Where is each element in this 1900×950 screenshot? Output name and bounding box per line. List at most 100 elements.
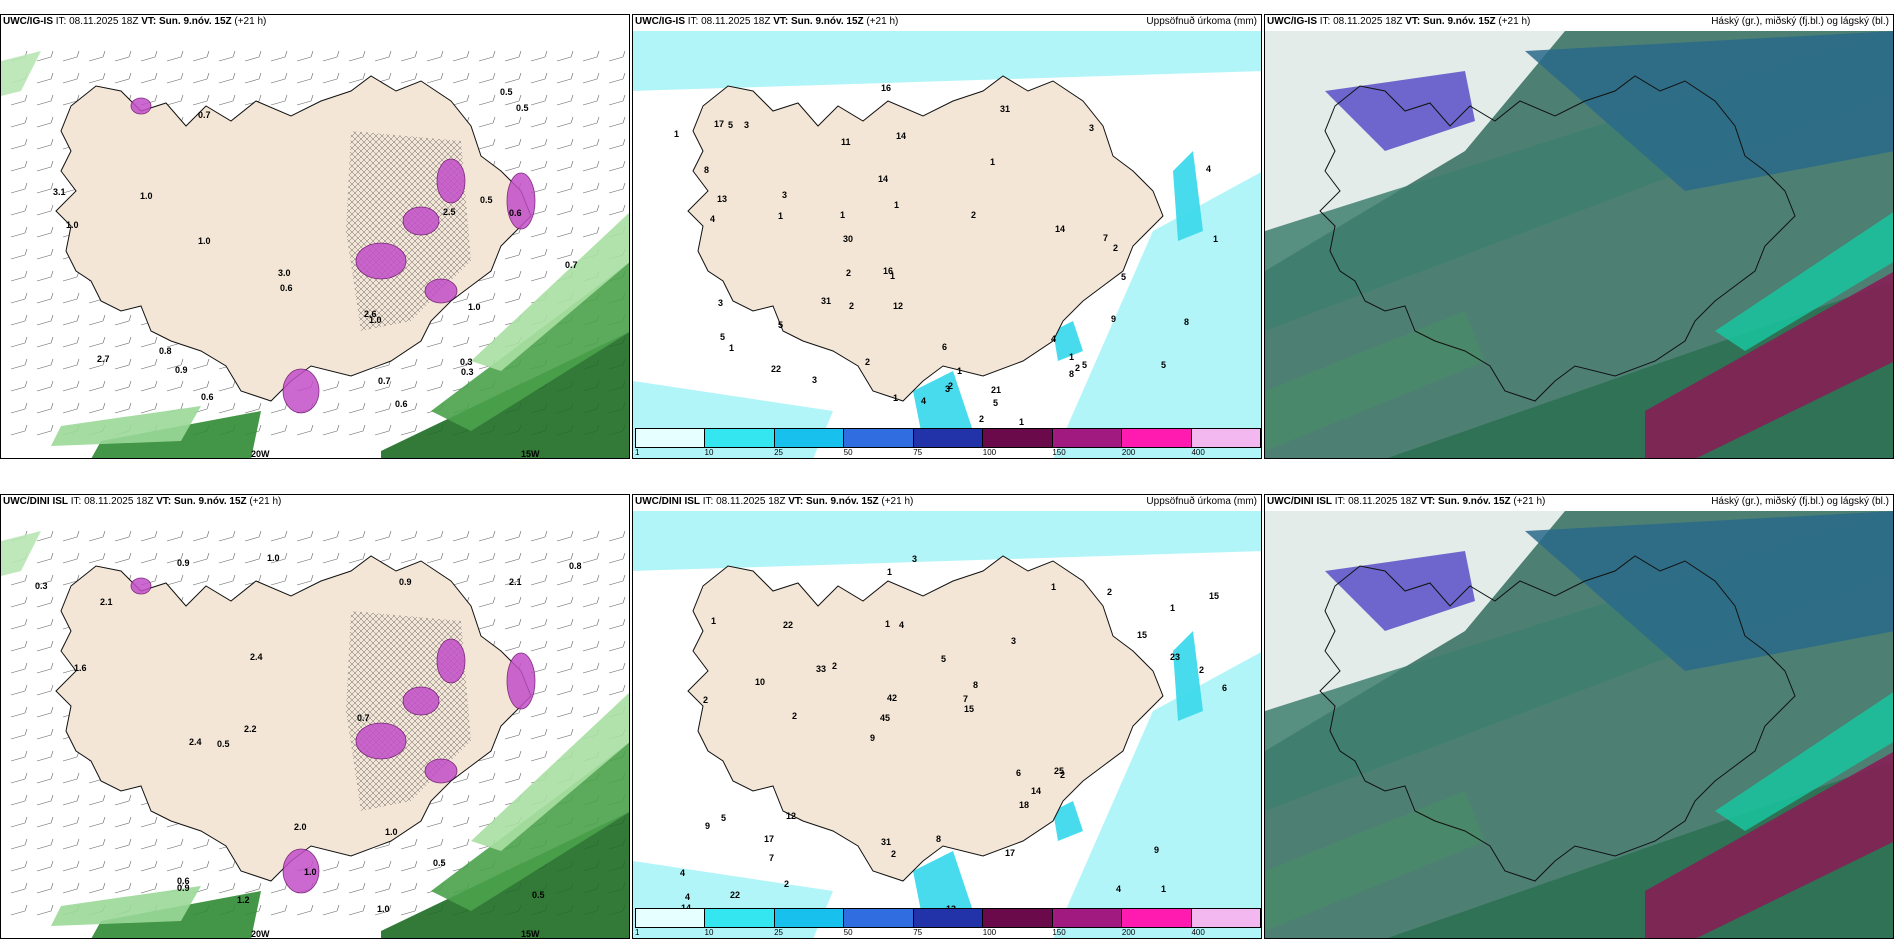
wind-barb (10, 844, 26, 850)
colorbar-tick: 200 (1121, 928, 1136, 937)
wind-barb (608, 602, 624, 608)
map-value-label: 12 (786, 811, 796, 821)
wind-barb (492, 292, 496, 300)
wind-barb (180, 552, 184, 560)
wind-barb (556, 144, 572, 150)
snow-shading (431, 262, 629, 431)
wind-barb (154, 50, 158, 58)
wind-barb (36, 188, 52, 194)
wind-barb (400, 386, 416, 392)
wind-barb (582, 166, 598, 172)
wind-barb (50, 860, 54, 868)
wind-barb (466, 772, 470, 780)
map-value-label: 0.5 (433, 858, 446, 868)
wind-barb (570, 138, 574, 146)
wind-barb (362, 424, 366, 432)
wind-barb (530, 602, 546, 608)
wind-barb (582, 712, 598, 718)
precip-shading (913, 371, 973, 441)
map-value-label: 5 (1121, 272, 1126, 282)
snow-depth-patch (402, 686, 440, 716)
wind-barb (414, 72, 418, 80)
wind-barb (322, 866, 338, 872)
wind-barb (582, 624, 598, 630)
wind-barb (258, 72, 262, 80)
wind-barb (296, 580, 312, 586)
wind-barb (24, 816, 28, 824)
wind-barb (76, 292, 80, 300)
wind-barb (102, 402, 106, 410)
wind-barb (504, 646, 520, 652)
wind-barb (258, 94, 262, 102)
wind-barb (622, 596, 626, 604)
wind-barb (36, 910, 52, 916)
wind-barb (154, 530, 158, 538)
wind-barb (440, 380, 444, 388)
colorbar-cell (1122, 429, 1192, 447)
wind-barb (478, 122, 494, 128)
wind-barb (452, 320, 468, 326)
map-value-label: 2.4 (250, 652, 263, 662)
wind-barb (50, 530, 54, 538)
map-value-label: 2 (1113, 243, 1118, 253)
wind-barb (128, 380, 132, 388)
wind-barb (24, 860, 28, 868)
snow-depth-patch (355, 242, 407, 280)
wind-barb (10, 888, 26, 894)
wind-barb (24, 904, 28, 912)
wind-barb (570, 160, 574, 168)
wind-barb (270, 888, 286, 894)
wind-barb (608, 166, 624, 172)
wind-barb (530, 712, 546, 718)
wind-barb (50, 596, 54, 604)
wind-barb (492, 72, 496, 80)
wind-barb (10, 580, 26, 586)
map-value-label: 1 (893, 393, 898, 403)
cloud-layer (1325, 551, 1475, 631)
map-value-label: 1 (729, 343, 734, 353)
wind-barb (622, 618, 626, 626)
wind-barb (530, 232, 546, 238)
wind-barb (400, 910, 416, 916)
wind-barb (556, 668, 572, 674)
wind-barb (388, 424, 392, 432)
wind-barb (570, 204, 574, 212)
map-value-label: 22 (783, 620, 793, 630)
wind-barb (440, 314, 444, 322)
wind-barb (24, 838, 28, 846)
map-value-label: 0.9 (177, 558, 190, 568)
colorbar-tick: 100 (982, 448, 997, 457)
wind-barb (88, 364, 104, 370)
wind-barb (244, 558, 260, 564)
wind-barb (622, 552, 626, 560)
wind-barb (570, 72, 574, 80)
wind-barb (518, 640, 522, 648)
colorbar-tick: 150 (1052, 928, 1066, 937)
wind-barb (504, 144, 520, 150)
wind-barb (166, 844, 182, 850)
wind-barb (608, 646, 624, 652)
wind-barb (362, 552, 366, 560)
wind-barb (530, 624, 546, 630)
wind-barb (50, 794, 54, 802)
wind-barb (24, 794, 28, 802)
wind-barb (322, 910, 338, 916)
wind-barb (24, 618, 28, 626)
wind-barb (518, 116, 522, 124)
wind-barb (570, 640, 574, 648)
map-value-label: 2 (1199, 665, 1204, 675)
wind-barb (232, 94, 236, 102)
map-value-label: 5 (941, 654, 946, 664)
wind-barb (478, 800, 494, 806)
map-value-label: 3 (718, 298, 723, 308)
wind-barb (128, 838, 132, 846)
map-value-label: 2 (979, 414, 984, 424)
wind-barb (36, 364, 52, 370)
wind-barb (24, 336, 28, 344)
wind-barb (192, 844, 208, 850)
wind-barb (10, 866, 26, 872)
wind-barb (582, 188, 598, 194)
wind-barb (180, 72, 184, 80)
iceland-outline (1319, 555, 1796, 882)
map-value-label: 1 (890, 271, 895, 281)
